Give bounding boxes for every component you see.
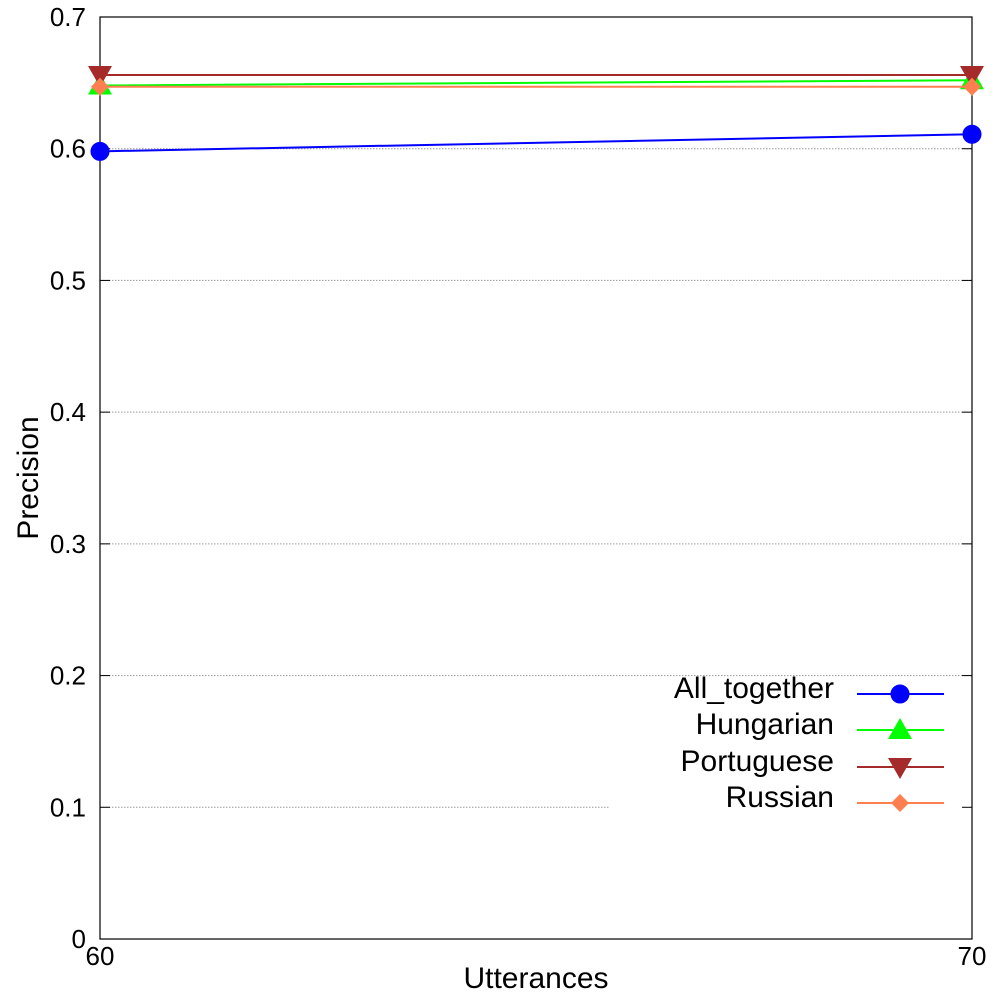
series-russian [91, 77, 981, 96]
x-tick-label: 60 [86, 941, 115, 971]
y-tick-label: 0.1 [50, 792, 86, 822]
series-lines [88, 65, 984, 161]
y-tick-label: 0.5 [50, 265, 86, 295]
series-line [99, 133, 973, 153]
y-tick-label: 0.3 [50, 529, 86, 559]
series-line [99, 79, 973, 87]
legend-label: Portuguese [681, 745, 834, 778]
data-point [960, 65, 984, 87]
data-point [88, 65, 112, 87]
series-all-together [90, 124, 982, 161]
data-point [91, 77, 109, 96]
legend-label: Russian [726, 781, 834, 814]
legend-marker [890, 684, 910, 704]
y-tick-label: 0.7 [50, 2, 86, 32]
y-axis-title: Precision [12, 416, 45, 539]
x-axis-title: Utterances [463, 962, 608, 995]
axis-ticks: 0 0.1 0.2 0.3 0.4 0.5 0.6 0.7 60 70 [50, 2, 987, 971]
x-tick-label: 70 [958, 941, 987, 971]
y-tick-label: 0.6 [50, 134, 86, 164]
y-tick-label: 0.4 [50, 397, 86, 427]
legend-marker [888, 718, 912, 739]
legend-label: Hungarian [696, 708, 834, 741]
data-point [90, 141, 110, 161]
legend-marker [891, 794, 909, 812]
legend-label: All_together [674, 672, 834, 705]
y-tick-label: 0.2 [50, 661, 86, 691]
legend-marker [888, 758, 912, 779]
data-point [962, 124, 982, 144]
grid-lines [100, 148, 972, 808]
series-hungarian [88, 68, 984, 95]
plot-area-frame [99, 16, 973, 940]
data-point [963, 77, 981, 96]
series-portuguese [88, 65, 984, 87]
y-tick-label: 0 [72, 924, 86, 954]
